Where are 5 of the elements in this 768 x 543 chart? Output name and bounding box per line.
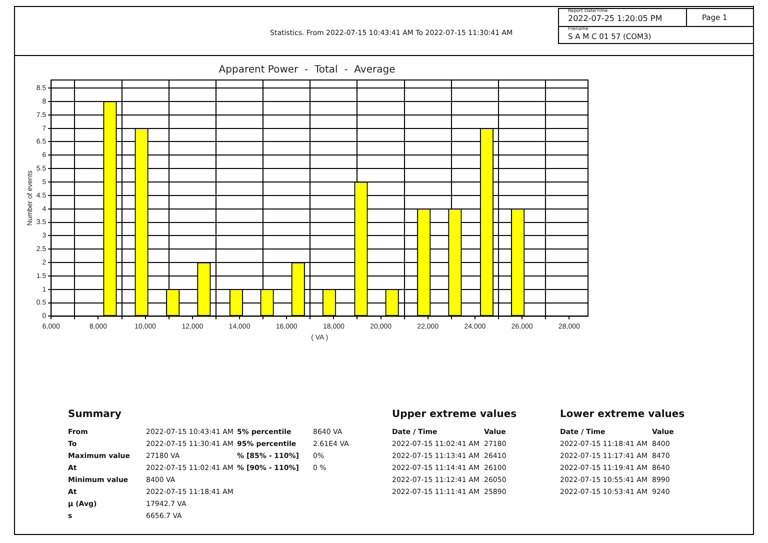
text: Summary xyxy=(68,409,122,420)
chart-title: Apparent Power - Total - Average xyxy=(218,64,396,76)
text: 2022-07-25 1:20:05 PM xyxy=(568,14,662,23)
text: Upper extreme values xyxy=(392,409,517,420)
text: Lower extreme values xyxy=(560,409,685,420)
